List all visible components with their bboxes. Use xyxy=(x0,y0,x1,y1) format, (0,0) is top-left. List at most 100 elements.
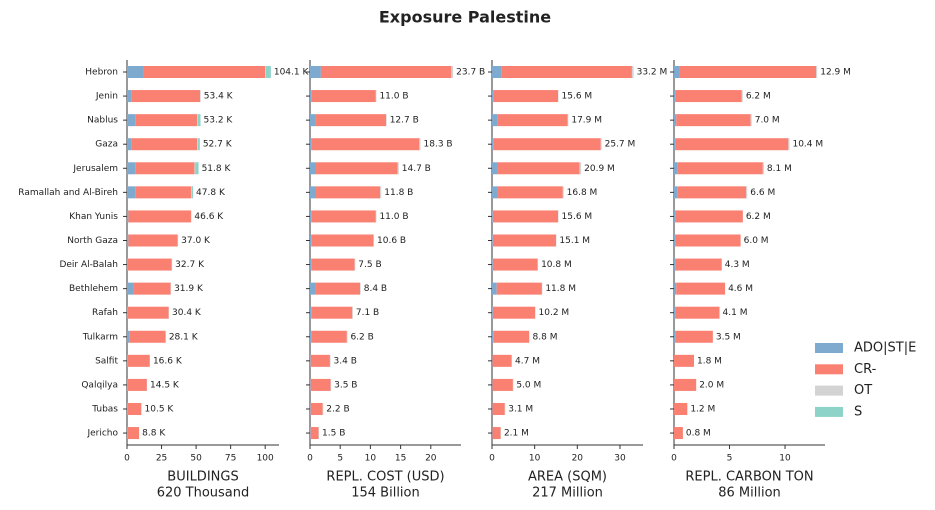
total-label: 12.9 M xyxy=(820,68,851,78)
total-label: 8.4 B xyxy=(364,284,387,294)
bar-segment xyxy=(311,258,355,271)
total-label: 53.2 K xyxy=(204,116,234,126)
x-axis-note: 154 Billion xyxy=(351,486,420,501)
x-tick-label: 50 xyxy=(190,454,202,464)
y-tick-label: Rafah xyxy=(92,308,118,318)
total-label: 4.1 M xyxy=(723,308,748,318)
bar-segment xyxy=(311,234,374,247)
total-label: 5.0 M xyxy=(516,380,541,390)
bar-segment xyxy=(675,330,713,343)
total-label: 6.0 M xyxy=(744,236,769,246)
y-tick-label: Qalqilya xyxy=(81,380,118,390)
bar-segment xyxy=(190,186,192,199)
bar-segment xyxy=(127,114,136,127)
legend-label: S xyxy=(854,404,862,419)
bar-segment xyxy=(497,162,580,175)
total-label: 8.1 M xyxy=(767,164,792,174)
bar-segment xyxy=(329,354,331,367)
total-label: 31.9 K xyxy=(174,284,204,294)
total-label: 8.8 K xyxy=(142,429,166,439)
y-tick-label: Nablus xyxy=(87,116,118,126)
bar-segment xyxy=(310,162,317,175)
bar-segment xyxy=(127,354,150,367)
bar-segment xyxy=(194,162,196,175)
legend-swatch xyxy=(815,385,843,396)
bar-segment xyxy=(492,354,512,367)
bar-segment xyxy=(492,66,502,78)
total-label: 16.8 M xyxy=(567,188,598,198)
bar-segment xyxy=(674,114,677,127)
total-label: 10.8 M xyxy=(541,260,572,270)
bar-segment xyxy=(128,210,191,223)
total-label: 51.8 K xyxy=(202,164,232,174)
bar-segment xyxy=(310,378,331,391)
bar-segment xyxy=(316,162,398,175)
x-tick-label: 0 xyxy=(307,454,313,464)
y-tick-label: Tulkarm xyxy=(82,332,118,342)
y-tick-label: Jericho xyxy=(86,429,118,439)
y-tick-label: Jenin xyxy=(95,92,118,102)
bar-segment xyxy=(674,66,680,78)
x-tick-label: 20 xyxy=(425,454,437,464)
bar-segment xyxy=(310,186,317,199)
bar-segment xyxy=(492,210,559,223)
bar-segment xyxy=(674,138,676,151)
bar-segment xyxy=(675,210,743,223)
bar-segment xyxy=(346,330,348,343)
total-label: 46.6 K xyxy=(194,212,224,222)
bar-segment xyxy=(675,234,741,247)
legend-label: CR- xyxy=(854,362,877,377)
bar-segment xyxy=(127,258,128,271)
bar-segment xyxy=(310,138,312,151)
total-label: 15.6 M xyxy=(562,92,593,102)
x-axis-note: 86 Million xyxy=(718,486,781,501)
x-tick-label: 100 xyxy=(257,454,274,464)
bar-segment xyxy=(674,90,676,103)
total-label: 15.6 M xyxy=(562,212,593,222)
total-label: 53.4 K xyxy=(204,92,234,102)
bar-segment xyxy=(191,186,194,199)
bar-segment xyxy=(492,306,493,319)
bar-segment xyxy=(127,282,134,295)
bar-segment xyxy=(492,162,498,175)
bar-segment xyxy=(127,378,147,391)
total-label: 4.3 M xyxy=(725,260,750,270)
bar-segment xyxy=(674,210,676,223)
x-axis-note: 217 Million xyxy=(532,486,603,501)
total-label: 1.2 M xyxy=(690,404,715,414)
total-label: 33.2 M xyxy=(637,68,668,78)
y-tick-label: Bethlehem xyxy=(69,284,118,294)
bar-segment xyxy=(493,330,530,343)
bar-segment xyxy=(676,114,751,127)
bar-segment xyxy=(127,162,136,175)
bar-segment xyxy=(493,90,559,103)
bar-segment xyxy=(788,138,790,151)
total-label: 6.6 M xyxy=(750,188,775,198)
bar-segment xyxy=(492,378,513,391)
total-label: 18.3 B xyxy=(424,140,453,150)
bar-segment xyxy=(131,90,201,103)
bar-segment xyxy=(311,138,420,151)
bar-segment xyxy=(310,354,311,367)
bar-segment xyxy=(127,378,128,391)
bar-segment xyxy=(310,402,311,415)
total-label: 7.0 M xyxy=(755,116,780,126)
bar-segment xyxy=(676,282,726,295)
bar-segment xyxy=(310,90,312,103)
total-label: 3.1 M xyxy=(508,404,533,414)
bar-segment xyxy=(200,90,201,103)
bar-segment xyxy=(127,306,169,319)
bar-segment xyxy=(492,330,494,343)
total-label: 28.1 K xyxy=(169,332,199,342)
bar-segment xyxy=(492,138,494,151)
bar-segment xyxy=(127,306,128,319)
bar-segment xyxy=(315,114,387,127)
bar-segment xyxy=(315,282,361,295)
bar-segment xyxy=(375,90,377,103)
bar-segment xyxy=(311,330,347,343)
total-label: 16.6 K xyxy=(153,356,183,366)
bar-segment xyxy=(492,90,494,103)
bar-segment xyxy=(310,354,330,367)
total-label: 4.7 M xyxy=(515,356,540,366)
bar-segment xyxy=(310,306,312,319)
